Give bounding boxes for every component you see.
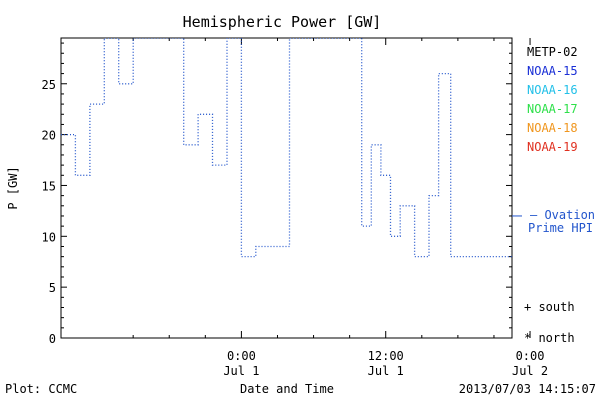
y-axis-label: P [GW]: [6, 166, 20, 209]
y-tick-label: 20: [42, 129, 56, 143]
legend-item-noaa-17: NOAA-17: [527, 102, 578, 116]
footer-plot-credit: Plot: CCMC: [5, 382, 77, 396]
legend-item-metp-02: METP-02: [527, 45, 578, 59]
y-tick-label: 25: [42, 78, 56, 92]
plot-area-frame: [60, 37, 513, 339]
chart-title: Hemispheric Power [GW]: [183, 13, 382, 31]
y-tick-label: 15: [42, 179, 56, 193]
ovation-legend-line1: — Ovation: [530, 208, 595, 222]
x-axis-label: Date and Time: [240, 382, 334, 396]
legend-item-noaa-19: NOAA-19: [527, 140, 578, 154]
x-tick-time: 0:00: [227, 349, 256, 363]
symbol-legend-north: * north: [524, 331, 575, 345]
ovation-legend-line2: Prime HPI: [528, 221, 593, 235]
ovation-step-line: [61, 38, 512, 258]
x-tick-time: 12:00: [368, 349, 404, 363]
ovation-series: [61, 38, 512, 258]
x-tick-date: Jul 2: [512, 364, 548, 378]
symbol-legend: + south * north: [524, 300, 575, 345]
x-tick-time: 0:00: [516, 349, 545, 363]
legend-item-noaa-15: NOAA-15: [527, 64, 578, 78]
y-tick-label: 10: [42, 230, 56, 244]
symbol-legend-south: + south: [524, 300, 575, 314]
footer-timestamp: 2013/07/03 14:15:07: [459, 382, 596, 396]
satellite-legend: METP-02 NOAA-15 NOAA-16 NOAA-17 NOAA-18 NOAA-…: [527, 45, 578, 154]
x-tick-date: Jul 1: [223, 364, 259, 378]
y-tick-label: 0: [49, 332, 56, 346]
y-tick-label: 5: [49, 281, 56, 295]
legend-item-noaa-18: NOAA-18: [527, 121, 578, 135]
legend-item-noaa-16: NOAA-16: [527, 83, 578, 97]
x-tick-date: Jul 1: [368, 364, 404, 378]
y-axis: 0 5 10 15 20 25: [42, 42, 512, 346]
